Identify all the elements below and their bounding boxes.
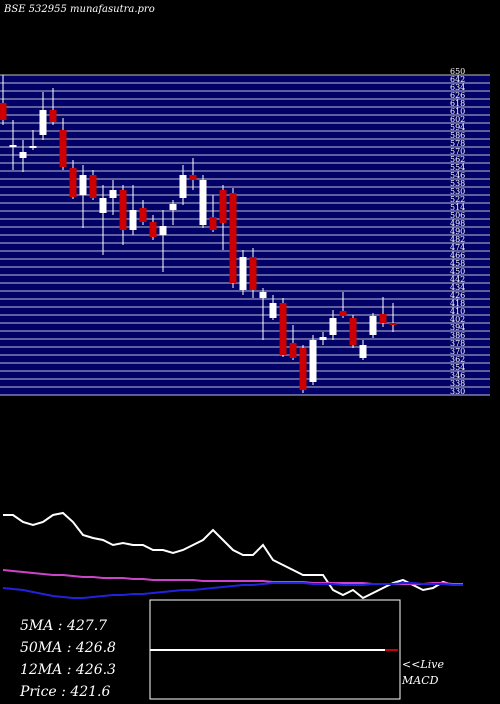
candle-body	[319, 337, 327, 340]
candle-body	[259, 292, 267, 298]
candle-body	[129, 210, 137, 230]
candle-body	[199, 180, 207, 225]
candle-body	[239, 257, 247, 290]
candle-body	[29, 146, 37, 148]
candle-body	[299, 348, 307, 390]
candle-body	[209, 217, 217, 230]
y-tick-label: 562	[450, 155, 465, 164]
y-tick-label: 386	[450, 331, 465, 340]
stat-label: Price : 421.6	[19, 684, 111, 700]
candle-body	[349, 318, 357, 345]
y-tick-label: 594	[450, 123, 465, 132]
live-label: MACD	[401, 674, 439, 687]
candle-body	[269, 303, 277, 318]
y-tick-label: 426	[450, 291, 465, 300]
candle-body	[9, 145, 17, 147]
y-tick-label: 370	[450, 347, 465, 356]
y-tick-label: 650	[450, 67, 465, 76]
y-tick-label: 514	[450, 203, 465, 212]
y-tick-label: 642	[450, 75, 465, 84]
y-tick-label: 522	[450, 195, 465, 204]
candle-body	[69, 168, 77, 197]
candle-body	[309, 340, 317, 382]
candle-body	[79, 175, 87, 195]
candle-body	[119, 190, 127, 230]
y-tick-label: 490	[450, 227, 465, 236]
y-tick-label: 634	[450, 83, 465, 92]
candle-body	[189, 175, 197, 180]
y-tick-label: 578	[450, 139, 465, 148]
candle-body	[379, 314, 387, 323]
candle-body	[329, 318, 337, 335]
y-tick-label: 458	[450, 259, 465, 268]
y-tick-label: 546	[450, 171, 465, 180]
y-tick-label: 466	[450, 251, 465, 260]
y-tick-label: 586	[450, 131, 465, 140]
y-tick-label: 602	[450, 115, 465, 124]
candle-body	[279, 303, 287, 355]
y-tick-label: 434	[450, 283, 465, 292]
candle-body	[159, 226, 167, 235]
candle-body	[229, 193, 237, 283]
candle-body	[389, 323, 397, 325]
y-tick-label: 346	[450, 371, 465, 380]
candle-body	[139, 208, 147, 222]
candle-body	[219, 190, 227, 223]
y-tick-label: 330	[450, 387, 465, 396]
candle-body	[369, 316, 377, 335]
y-tick-label: 482	[450, 235, 465, 244]
y-tick-label: 378	[450, 339, 465, 348]
candle-body	[19, 152, 27, 158]
candle-body	[339, 311, 347, 316]
y-tick-label: 450	[450, 267, 465, 276]
y-tick-label: 394	[450, 323, 465, 332]
y-tick-label: 410	[450, 307, 465, 316]
y-tick-label: 442	[450, 275, 465, 284]
chart-title: BSE 532955 munafasutra.pro	[3, 4, 155, 15]
stat-label: 12MA : 426.3	[20, 662, 116, 678]
indicator-line	[3, 511, 463, 600]
y-tick-label: 354	[450, 363, 465, 372]
candle-body	[169, 204, 177, 210]
y-tick-label: 506	[450, 211, 465, 220]
y-tick-label: 610	[450, 107, 465, 116]
y-tick-label: 418	[450, 299, 465, 308]
y-tick-label: 570	[450, 147, 465, 156]
y-tick-label: 362	[450, 355, 465, 364]
candle-body	[359, 345, 367, 358]
candle-body	[109, 190, 117, 198]
stat-label: 50MA : 426.8	[20, 640, 116, 656]
candle-body	[149, 222, 157, 237]
y-tick-label: 474	[450, 243, 465, 252]
candle-body	[99, 198, 107, 213]
candle-body	[289, 343, 297, 358]
y-tick-label: 338	[450, 379, 465, 388]
candle-body	[49, 110, 57, 122]
stat-label: 5MA : 427.7	[20, 618, 107, 634]
live-label: <<Live	[402, 658, 444, 671]
y-tick-label: 538	[450, 179, 465, 188]
y-tick-label: 626	[450, 91, 465, 100]
y-tick-label: 618	[450, 99, 465, 108]
candle-body	[39, 110, 47, 135]
y-tick-label: 554	[450, 163, 465, 172]
candle-body	[249, 257, 257, 290]
y-tick-label: 402	[450, 315, 465, 324]
candle-body	[179, 175, 187, 198]
y-tick-label: 498	[450, 219, 465, 228]
y-tick-label: 530	[450, 187, 465, 196]
candle-body	[89, 175, 97, 198]
candle-body	[59, 130, 67, 167]
candle-body	[0, 103, 7, 120]
indicator-line	[2, 582, 463, 599]
